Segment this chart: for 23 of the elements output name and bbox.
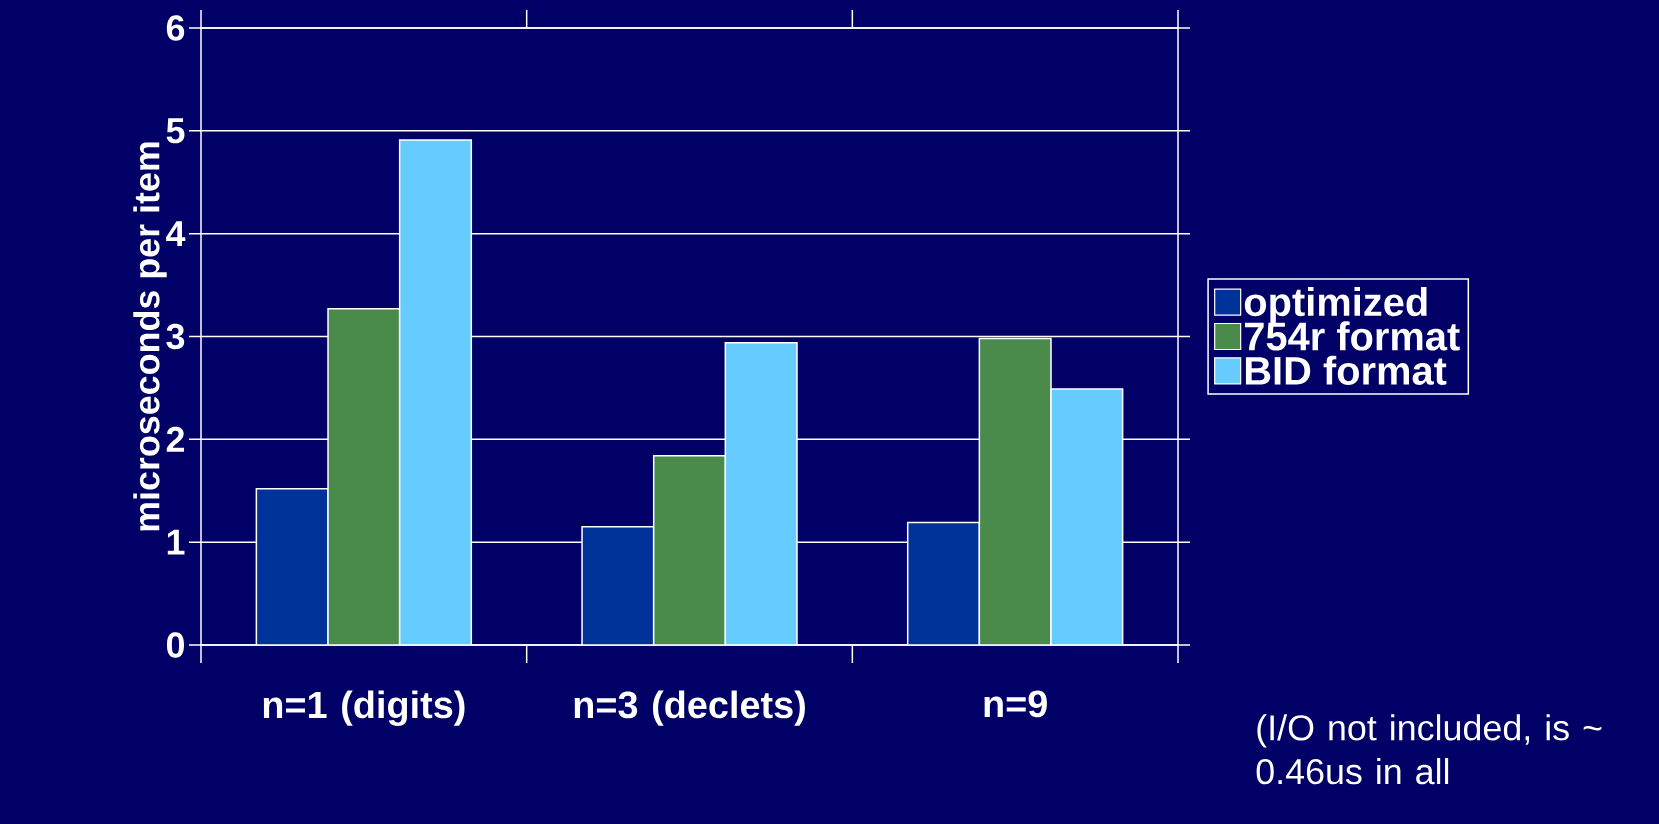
y-tick-label: 6 [166,15,185,41]
y-tick-label: 1 [167,529,185,555]
x-tick-label: n=9 [984,690,1047,718]
y-tick-label: 5 [166,118,185,144]
bar [327,307,401,645]
y-axis-title: microseconds per item [133,142,167,531]
text: (I/O not included, is ~ 0.46us in all [1256,714,1602,785]
bar [652,455,727,645]
bar [398,139,473,645]
bar [724,341,798,645]
bar [978,337,1052,645]
x-tick-label: n=3 (declets) [574,690,805,726]
bar [906,521,981,645]
legend-label: BID format [1245,355,1447,385]
bar [1050,388,1124,645]
legend-label: 754r format [1244,321,1460,351]
bar [581,525,655,645]
bar [255,487,329,645]
y-tick-label: 0 [166,632,184,658]
y-tick-label: 4 [166,221,186,246]
y-tick-label: 2 [166,426,185,452]
y-tick-label: 3 [166,323,185,350]
x-tick-label: n=1 (digits) [263,690,465,726]
